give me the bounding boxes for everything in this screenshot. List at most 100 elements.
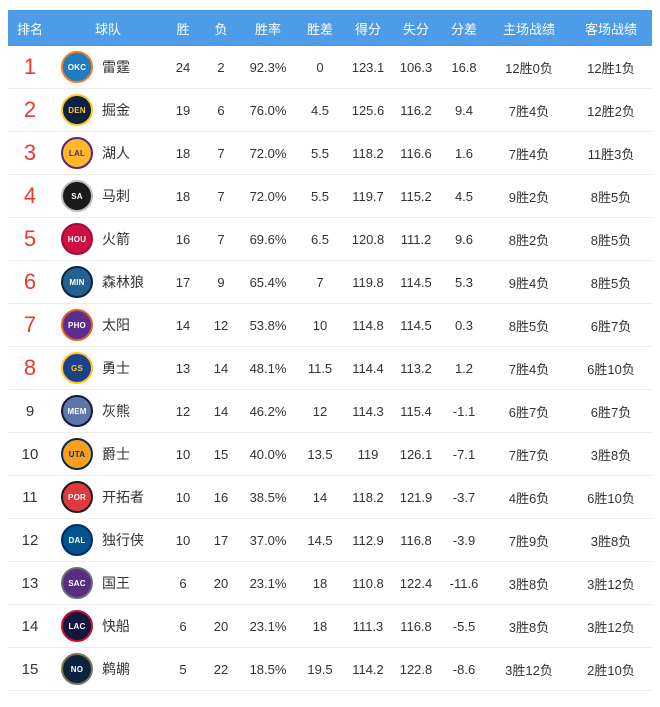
team-cell[interactable]: MEM 灰熊: [52, 390, 164, 432]
points-against: 122.4: [399, 575, 433, 591]
home-record: 7胜4负: [508, 103, 550, 119]
rank: 15: [21, 660, 39, 678]
team-name[interactable]: 太阳: [102, 317, 130, 333]
team-name[interactable]: 火箭: [102, 231, 130, 247]
table-header: 排名 球队 胜 负 胜率 胜差 得分 失分 分差 主场战绩 客场战绩: [8, 10, 652, 46]
losses: 9: [217, 274, 225, 290]
away-record: 12胜1负: [587, 60, 635, 76]
team-logo-icon: OKC: [61, 51, 93, 83]
home-record: 12胜0负: [505, 60, 553, 76]
team-cell[interactable]: LAL 湖人: [52, 132, 164, 174]
table-row: 15 NO 鹈鹕 5 22 18.5% 19.5 114.2 122.8 -8.…: [8, 648, 652, 691]
team-cell[interactable]: LAC 快船: [52, 605, 164, 647]
win-pct: 72.0%: [249, 188, 287, 204]
wins: 5: [179, 661, 187, 677]
rank: 5: [23, 226, 37, 251]
rank: 1: [23, 54, 37, 79]
home-record: 9胜2负: [508, 189, 550, 205]
point-diff: 1.2: [454, 360, 474, 376]
games-behind: 0: [316, 59, 324, 75]
team-name[interactable]: 湖人: [102, 145, 130, 161]
points-for: 123.1: [351, 59, 385, 75]
home-record: 6胜7负: [508, 404, 550, 420]
points-against: 115.4: [400, 403, 432, 419]
home-record: 7胜9负: [508, 533, 550, 549]
team-cell[interactable]: NO 鹈鹕: [52, 648, 164, 690]
win-pct: 92.3%: [249, 59, 287, 75]
team-name[interactable]: 灰熊: [102, 403, 130, 419]
games-behind: 10: [312, 317, 328, 333]
games-behind: 19.5: [307, 661, 333, 677]
team-abbr: MEM: [67, 406, 87, 416]
points-against: 116.8: [400, 532, 432, 548]
win-pct: 46.2%: [249, 403, 287, 419]
rank: 12: [21, 531, 39, 549]
rank: 14: [21, 617, 39, 635]
losses: 2: [217, 59, 225, 75]
table-row: 4 SA 马刺 18 7 72.0% 5.5 119.7 115.2 4.5 9…: [8, 175, 652, 218]
table-row: 3 LAL 湖人 18 7 72.0% 5.5 118.2 116.6 1.6 …: [8, 132, 652, 175]
team-cell[interactable]: HOU 火箭: [52, 218, 164, 260]
away-record: 11胜3负: [587, 146, 635, 162]
team-name[interactable]: 掘金: [102, 102, 130, 118]
team-name[interactable]: 雷霆: [102, 59, 130, 75]
win-pct: 40.0%: [249, 446, 287, 462]
points-for: 118.2: [352, 145, 384, 161]
wins: 18: [175, 188, 191, 204]
team-cell[interactable]: SA 马刺: [52, 175, 164, 217]
points-for: 112.9: [352, 532, 384, 548]
team-name[interactable]: 开拓者: [102, 489, 144, 505]
games-behind: 5.5: [310, 145, 330, 161]
rank: 11: [22, 488, 38, 506]
team-name[interactable]: 马刺: [102, 188, 130, 204]
team-cell[interactable]: UTA 爵士: [52, 433, 164, 475]
table-row: 11 POR 开拓者 10 16 38.5% 14 118.2 121.9 -3…: [8, 476, 652, 519]
table-body: 1 OKC 雷霆 24 2 92.3% 0 123.1 106.3 16.8 1…: [8, 46, 652, 691]
losses: 15: [213, 446, 229, 462]
team-cell[interactable]: GS 勇士: [52, 347, 164, 389]
home-record: 3胜12负: [505, 662, 553, 678]
team-abbr: NO: [70, 664, 84, 674]
team-cell[interactable]: DAL 独行侠: [52, 519, 164, 561]
losses: 7: [217, 188, 225, 204]
team-cell[interactable]: SAC 国王: [52, 562, 164, 604]
col-header-away-record: 客场战绩: [584, 21, 637, 37]
team-logo-icon: GS: [61, 352, 93, 384]
win-pct: 38.5%: [249, 489, 287, 505]
games-behind: 12: [312, 403, 328, 419]
points-for: 125.6: [351, 102, 385, 118]
losses: 17: [213, 532, 229, 548]
point-diff: -11.6: [449, 575, 479, 591]
team-name[interactable]: 国王: [102, 575, 130, 591]
wins: 24: [175, 59, 191, 75]
team-name[interactable]: 快船: [102, 618, 130, 634]
team-name[interactable]: 独行侠: [102, 532, 144, 548]
team-name[interactable]: 爵士: [102, 446, 130, 462]
points-against: 116.6: [400, 145, 432, 161]
col-header-wins: 胜: [176, 21, 190, 37]
team-abbr: DAL: [68, 535, 86, 545]
away-record: 12胜2负: [587, 103, 635, 119]
rank: 3: [23, 140, 37, 165]
points-for: 120.8: [351, 231, 385, 247]
team-abbr: SA: [71, 191, 83, 201]
team-cell[interactable]: DEN 掘金: [52, 89, 164, 131]
team-name[interactable]: 森林狼: [102, 274, 144, 290]
team-abbr: LAC: [68, 621, 86, 631]
team-name[interactable]: 勇士: [102, 360, 130, 376]
team-cell[interactable]: OKC 雷霆: [52, 46, 164, 88]
team-cell[interactable]: POR 开拓者: [52, 476, 164, 518]
team-name[interactable]: 鹈鹕: [102, 661, 130, 677]
home-record: 4胜6负: [508, 490, 550, 506]
rank: 7: [23, 312, 37, 337]
points-for: 119: [357, 446, 379, 462]
losses: 6: [217, 102, 225, 118]
team-cell[interactable]: PHO 太阳: [52, 304, 164, 346]
point-diff: 4.5: [454, 188, 474, 204]
col-header-games-behind: 胜差: [306, 21, 333, 37]
games-behind: 4.5: [310, 102, 330, 118]
away-record: 3胜12负: [587, 619, 635, 635]
table-row: 13 SAC 国王 6 20 23.1% 18 110.8 122.4 -11.…: [8, 562, 652, 605]
away-record: 6胜10负: [587, 490, 635, 506]
team-cell[interactable]: MIN 森林狼: [52, 261, 164, 303]
